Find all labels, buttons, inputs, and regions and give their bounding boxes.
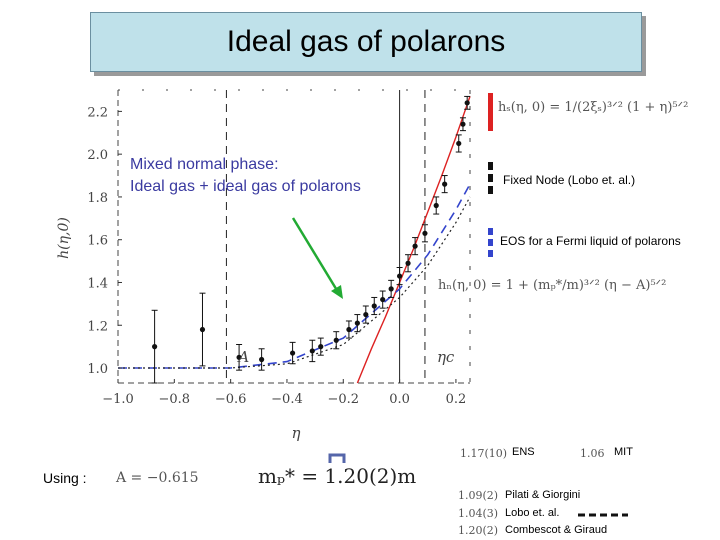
- data-point: [464, 100, 470, 106]
- data-point: [333, 337, 339, 343]
- y-axis-label: h(η,0): [56, 217, 72, 259]
- bracket-mark: [328, 453, 346, 463]
- y-tick-label: 1.8: [87, 191, 108, 206]
- data-point: [309, 348, 315, 354]
- y-tick-label: 2.0: [87, 148, 108, 163]
- callout-line1: Mixed normal phase:: [130, 156, 279, 173]
- mixed-phase-callout: Mixed normal phase: Ideal gas + ideal ga…: [130, 154, 361, 198]
- legend-blue-bar: [488, 239, 493, 246]
- slide-title: Ideal gas of polarons: [226, 25, 506, 58]
- combescot-value: 1.20(2): [458, 524, 499, 537]
- data-point: [236, 354, 242, 360]
- y-tick-label: 1.6: [87, 234, 108, 249]
- x-tick-label: 0.0: [389, 392, 410, 407]
- callout-line2: Ideal gas + ideal gas of polarons: [130, 178, 361, 195]
- data-point: [152, 344, 158, 350]
- data-point: [442, 181, 448, 187]
- legend-red-bar: [488, 93, 493, 131]
- data-point: [346, 326, 352, 333]
- legend-eos: EOS for a Fermi liquid of polarons: [500, 234, 681, 248]
- pilati-label: Pilati & Giorgini: [505, 489, 581, 501]
- data-point: [456, 140, 462, 147]
- data-point: [363, 311, 369, 318]
- combescot-label: Combescot & Giraud: [505, 524, 608, 536]
- data-point: [259, 356, 265, 363]
- x-tick-label: −0.6: [215, 392, 247, 407]
- data-point: [412, 243, 418, 249]
- y-tick-label: 2.2: [87, 105, 108, 120]
- data-point: [199, 326, 206, 333]
- data-point: [422, 230, 428, 236]
- using-label: Using :: [43, 470, 87, 486]
- lobo-label: Lobo et. al.: [505, 507, 560, 519]
- data-point: [388, 286, 394, 292]
- data-point: [354, 320, 360, 326]
- curve-black-dotted: [118, 196, 471, 369]
- data-point: [405, 260, 411, 266]
- x-tick-label: −0.2: [327, 392, 359, 407]
- callout-arrow: [291, 217, 343, 299]
- legend-dash-bar: [488, 174, 493, 182]
- legend-dash-bar: [488, 186, 493, 194]
- lobo-value: 1.04(3): [458, 507, 499, 520]
- x-tick-label: −0.8: [159, 392, 191, 407]
- x-axis-label: η: [292, 424, 301, 442]
- mit-value: 1.06: [580, 447, 605, 460]
- data-point: [380, 296, 386, 303]
- x-tick-label: 0.2: [446, 392, 467, 407]
- ens-value: 1.17(10): [460, 447, 508, 460]
- data-point: [289, 350, 296, 356]
- curve-blue-dashed: [118, 183, 471, 369]
- annotation-label: ηc: [437, 348, 455, 366]
- data-point: [433, 202, 439, 209]
- x-tick-label: −1.0: [102, 392, 134, 407]
- title-box: Ideal gas of polarons: [90, 12, 642, 72]
- data-point: [460, 121, 466, 127]
- legend-blue-bar: [488, 250, 493, 257]
- mit-label: MIT: [614, 446, 633, 458]
- annotation-label: A: [236, 348, 249, 366]
- data-point: [397, 273, 403, 279]
- y-tick-label: 1.0: [87, 362, 108, 377]
- y-tick-label: 1.2: [87, 319, 108, 334]
- legend-blue-bar: [488, 228, 493, 235]
- legend-fixed-node: Fixed Node (Lobo et. al.): [503, 173, 636, 187]
- pilati-value: 1.09(2): [458, 489, 499, 502]
- y-tick-label: 1.4: [87, 276, 108, 291]
- data-point: [318, 344, 324, 350]
- legend-dash-bar: [488, 162, 493, 170]
- curve-red-solid: [356, 96, 471, 384]
- hs-formula: hₛ(η, 0) = 1/(2ξₛ)³ᐟ² (1 + η)⁵ᐟ²: [498, 100, 689, 115]
- mass-formula: mₚ* = 1.20(2)m: [258, 464, 417, 488]
- ens-label: ENS: [512, 446, 535, 458]
- data-point: [371, 303, 377, 309]
- a-value: A = −0.615: [116, 470, 199, 486]
- x-tick-label: −0.4: [271, 392, 303, 407]
- hn-formula: hₙ(η, 0) = 1 + (mₚ*/m)³ᐟ² (η − A)⁵ᐟ²: [438, 278, 667, 293]
